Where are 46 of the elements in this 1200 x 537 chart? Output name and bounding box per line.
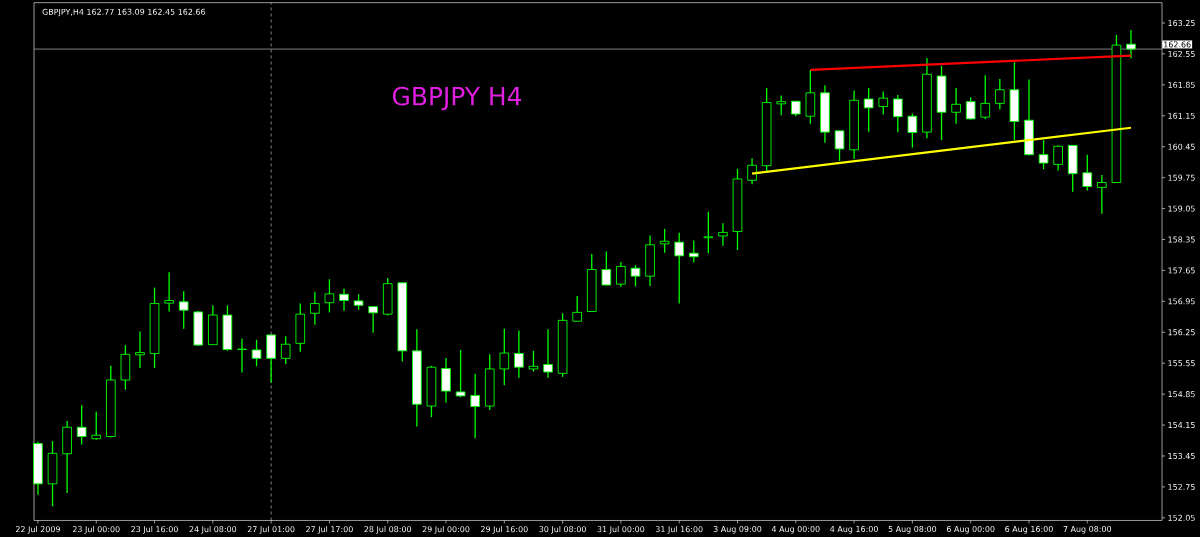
candlestick <box>878 90 889 116</box>
candlestick <box>280 335 291 365</box>
candlestick <box>237 337 247 374</box>
candlestick <box>907 112 918 149</box>
candlestick <box>1126 29 1136 59</box>
candlestick <box>776 94 787 116</box>
candlestick <box>324 278 335 314</box>
candlestick <box>1082 154 1093 192</box>
candlestick <box>892 94 903 133</box>
candlestick <box>703 211 714 254</box>
candlestick <box>630 264 641 287</box>
candlestick <box>368 306 378 334</box>
candlestick <box>805 69 816 125</box>
candlestick <box>135 330 145 369</box>
candlestick <box>528 350 539 373</box>
candlestick <box>659 228 670 254</box>
candlestick <box>178 290 189 330</box>
candlestick <box>76 404 87 446</box>
candlestick <box>514 329 524 379</box>
candlestick <box>718 222 728 247</box>
candlestick <box>572 295 583 322</box>
candlestick <box>688 239 699 264</box>
candlestick <box>251 339 262 367</box>
candlestick <box>995 78 1005 111</box>
candlestick <box>601 250 612 287</box>
candlestick <box>91 411 102 441</box>
candlestick <box>1097 174 1107 215</box>
candlestick <box>747 157 757 185</box>
candlestick <box>164 271 174 313</box>
candlestick <box>310 291 320 326</box>
text: GBPJPY H4 <box>392 86 522 111</box>
candlestick <box>455 349 466 398</box>
candlestick <box>339 287 349 312</box>
candlestick <box>1038 139 1049 170</box>
candlestick <box>965 96 976 121</box>
candlestick <box>616 261 626 288</box>
candlestick <box>441 357 451 404</box>
candlestick <box>1053 144 1063 172</box>
candlestick <box>543 328 553 379</box>
candlestick <box>951 87 961 125</box>
candlestick <box>980 74 991 120</box>
candlestick <box>834 130 845 162</box>
candlestick <box>499 328 510 386</box>
candlestick <box>674 232 685 305</box>
candlestick <box>863 87 874 133</box>
candlestick <box>470 373 480 439</box>
